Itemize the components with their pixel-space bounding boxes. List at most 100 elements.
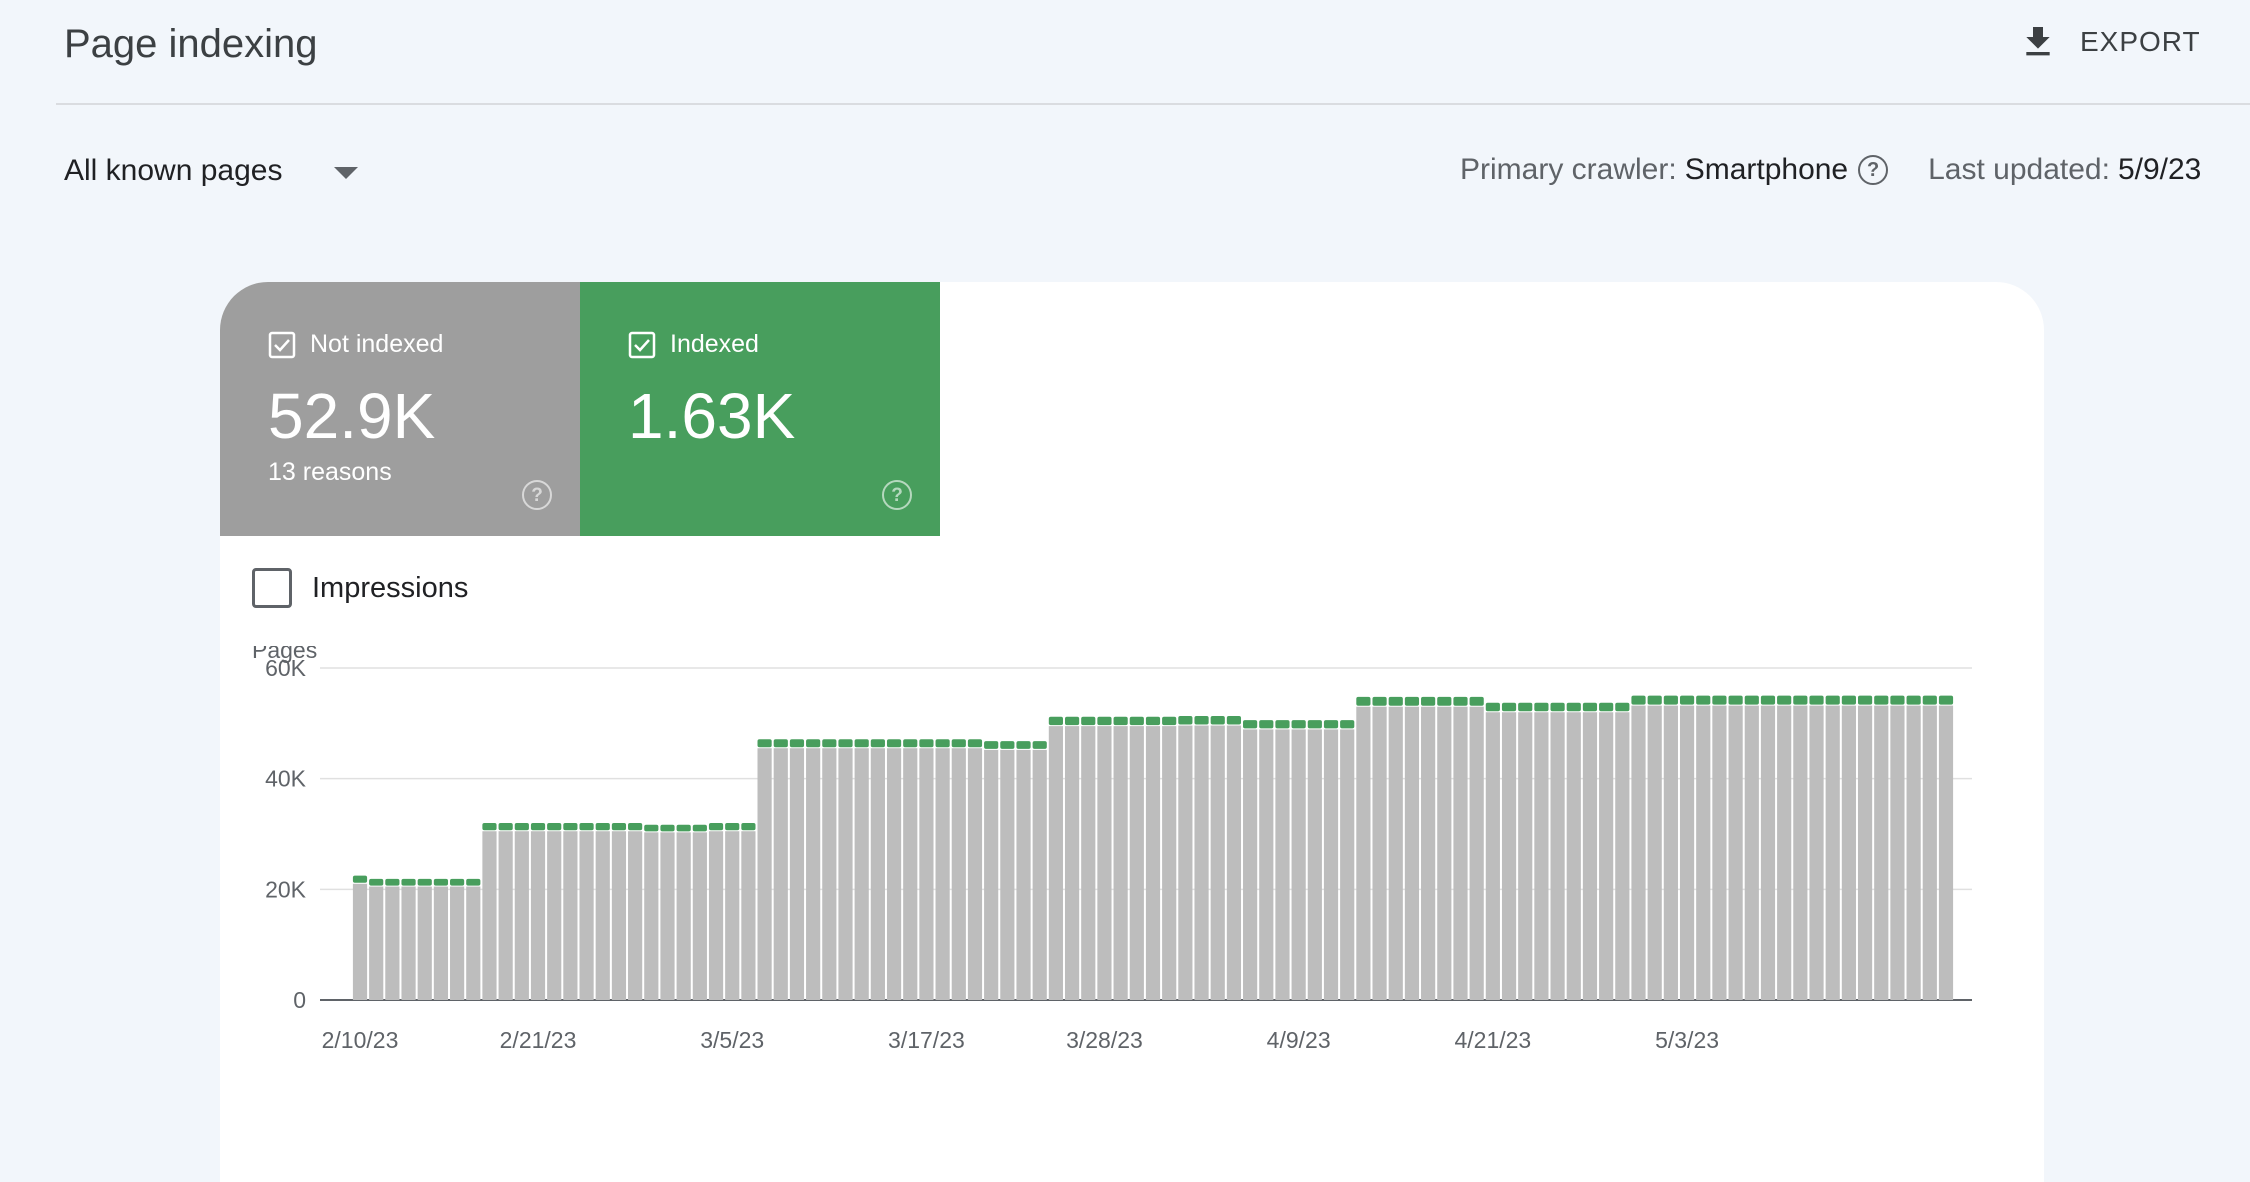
bar-indexed [595, 823, 610, 831]
bar-indexed [1631, 695, 1646, 705]
bar-indexed [1113, 716, 1128, 726]
bar-indexed [741, 823, 756, 831]
bar-not-indexed [773, 748, 788, 1000]
help-icon[interactable]: ? [1858, 155, 1889, 185]
bar-not-indexed [1679, 705, 1695, 1000]
bar-indexed [1469, 696, 1484, 706]
bar-indexed [1890, 695, 1905, 705]
bar-not-indexed [1760, 705, 1776, 1000]
bar-indexed [854, 739, 869, 748]
bar-indexed [401, 878, 416, 886]
checkbox-checked-icon[interactable] [268, 331, 296, 359]
bar-indexed [644, 824, 659, 832]
bar-not-indexed [1647, 705, 1662, 1000]
bar-indexed [563, 823, 578, 831]
impressions-toggle[interactable]: Impressions [252, 568, 468, 608]
bar-not-indexed [498, 831, 513, 1000]
updated-value: 5/9/23 [2117, 153, 2202, 186]
bar-indexed [1663, 695, 1678, 705]
x-tick-label: 3/17/23 [888, 1027, 965, 1053]
bar-not-indexed [676, 832, 691, 1000]
x-tick-label: 2/21/23 [500, 1027, 577, 1053]
checkbox-checked-icon[interactable] [628, 331, 656, 359]
bar-indexed [1809, 695, 1824, 705]
x-tick-label: 4/21/23 [1454, 1027, 1531, 1053]
updated-label: Last updated: [1928, 153, 2110, 186]
bar-not-indexed [1453, 706, 1468, 1000]
bar-indexed [547, 823, 562, 831]
bar-not-indexed [984, 749, 999, 1000]
bar-indexed [417, 878, 432, 886]
bar-indexed [806, 739, 821, 748]
bar-not-indexed [1032, 749, 1047, 1000]
bar-not-indexed [611, 831, 627, 1000]
bar-indexed [1081, 716, 1096, 726]
bar-indexed [757, 739, 772, 748]
y-tick-label: 0 [293, 987, 306, 1013]
pages-filter-dropdown[interactable]: All known pages [64, 150, 359, 192]
bar-indexed [822, 739, 837, 748]
bar-not-indexed [1809, 705, 1824, 1000]
bar-not-indexed [660, 832, 675, 1000]
x-tick-label: 3/5/23 [700, 1027, 764, 1053]
bar-indexed [1566, 702, 1581, 712]
bar-not-indexed [1097, 726, 1112, 1000]
x-tick-label: 4/9/23 [1267, 1027, 1331, 1053]
bar-indexed [1728, 695, 1743, 705]
bar-indexed [579, 823, 594, 831]
bar-indexed [1777, 695, 1792, 705]
bar-not-indexed [870, 748, 885, 1000]
bar-indexed [498, 823, 513, 831]
help-icon[interactable]: ? [882, 480, 912, 510]
download-icon [2026, 27, 2050, 56]
bar-not-indexed [1048, 726, 1063, 1000]
impressions-checkbox[interactable] [252, 568, 292, 608]
y-tick-label: 20K [265, 876, 307, 902]
tile-not-indexed[interactable]: Not indexed 52.9K 13 reasons ? [220, 282, 580, 536]
bar-not-indexed [854, 748, 869, 1000]
x-tick-label: 3/28/23 [1066, 1027, 1143, 1053]
bar-not-indexed [1922, 705, 1937, 1000]
bar-indexed [482, 823, 497, 831]
bar-not-indexed [1777, 705, 1792, 1000]
bar-indexed [1793, 695, 1808, 705]
bar-indexed [1938, 695, 1954, 705]
bar-indexed [1404, 696, 1420, 706]
bar-indexed [1760, 695, 1776, 705]
bar-not-indexed [886, 748, 902, 1000]
tile-not-indexed-reasons: 13 reasons [268, 458, 392, 486]
tile-indexed[interactable]: Indexed 1.63K ? [580, 282, 940, 536]
bar-indexed [1437, 696, 1452, 706]
bar-indexed [1679, 695, 1695, 705]
bar-not-indexed [806, 748, 821, 1000]
bar-indexed [1259, 720, 1274, 729]
bar-not-indexed [369, 886, 384, 1000]
bar-indexed [692, 824, 707, 832]
bar-not-indexed [708, 831, 724, 1000]
bar-indexed [838, 739, 853, 748]
y-axis-label: Pages [252, 646, 317, 663]
bar-not-indexed [1793, 705, 1808, 1000]
bar-indexed [1340, 720, 1355, 729]
bar-indexed [1129, 716, 1144, 726]
pages-chart: Pages 0 20K 40K 60K 2/10/23 2/21/23 3/5/23 3/17/… [252, 646, 1972, 1053]
bar-not-indexed [1388, 706, 1403, 1000]
bar-indexed [1857, 695, 1873, 705]
bar-indexed [1485, 702, 1500, 712]
bar-not-indexed [1550, 712, 1565, 1000]
bar-not-indexed [1566, 712, 1581, 1000]
bar-indexed [984, 741, 999, 749]
export-button[interactable]: EXPORT [2018, 18, 2201, 66]
bar-indexed [466, 878, 481, 886]
bar-indexed [773, 739, 788, 748]
bar-not-indexed [725, 831, 740, 1000]
bar-indexed [1550, 702, 1565, 712]
help-icon[interactable]: ? [522, 480, 552, 510]
bar-indexed [1162, 716, 1177, 726]
bar-indexed [385, 878, 400, 886]
bar-indexed [1064, 716, 1080, 726]
bar-indexed [1599, 702, 1614, 712]
bar-not-indexed [352, 883, 368, 1000]
bar-not-indexed [1615, 712, 1630, 1000]
bar-not-indexed [822, 748, 837, 1000]
